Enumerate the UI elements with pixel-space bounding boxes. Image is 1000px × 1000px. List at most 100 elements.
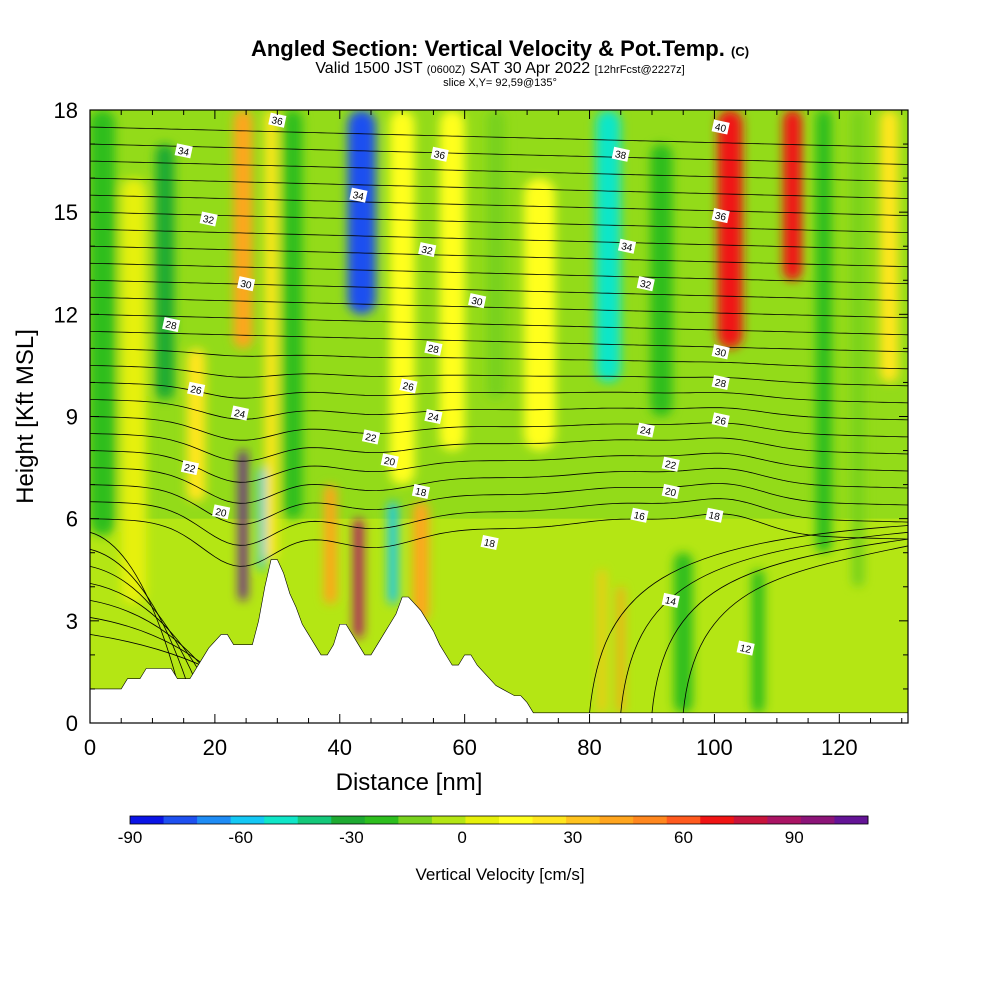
theta-contour-line <box>90 382 908 404</box>
contour-label-box <box>617 238 637 254</box>
x-tick-label: 40 <box>328 735 352 760</box>
contour-label: 36 <box>714 211 728 224</box>
contour-label-box <box>268 112 287 128</box>
contour-label-box <box>630 507 649 523</box>
colorbar-tick-label: -30 <box>339 828 364 847</box>
contour-label-group: 30 <box>468 293 487 309</box>
contour-label-box <box>711 208 730 224</box>
velocity-cell <box>353 518 364 638</box>
velocity-cell <box>598 569 606 713</box>
theta-contour-line <box>90 483 908 525</box>
contour-label: 36 <box>433 149 447 162</box>
contour-label-box <box>230 405 249 421</box>
theta-contour-line <box>90 143 908 165</box>
contour-label: 18 <box>414 486 428 499</box>
contour-label: 28 <box>164 319 178 332</box>
colorbar: -90 -60 -30 0 30 60 90 Vertical Velocity [cm/s] <box>118 815 869 884</box>
contour-label-box <box>199 211 218 227</box>
contour-label-group: 40 <box>711 119 730 135</box>
contour-label-group: 32 <box>418 242 437 258</box>
y-axis-label: Height [Kft MSL] <box>12 329 39 504</box>
contour-label-box <box>212 504 231 520</box>
contour-label-group: 18 <box>411 483 431 500</box>
y-tick-label: 6 <box>66 507 78 532</box>
contour-label: 22 <box>664 459 678 472</box>
contour-label-box <box>162 317 181 333</box>
contour-label-group: 26 <box>399 378 418 394</box>
colorbar-swatch <box>800 816 835 824</box>
theta-contour-line <box>90 194 908 216</box>
velocity-cell <box>264 110 278 560</box>
contour-label-box <box>711 344 730 360</box>
contour-label: 14 <box>664 595 678 608</box>
contour-label-box <box>430 146 449 162</box>
colorbar-tick-label: 60 <box>674 828 693 847</box>
contour-label-box <box>705 507 724 523</box>
y-tick-label: 15 <box>54 200 78 225</box>
x-tick-label: 0 <box>84 735 96 760</box>
contour-label-group: 32 <box>636 276 655 292</box>
contour-label-group: 26 <box>711 412 730 428</box>
contour-label-box <box>424 340 443 356</box>
contour-label-group: 36 <box>430 146 449 162</box>
contour-label-group: 30 <box>711 344 730 360</box>
colorbar-tick-label: 30 <box>563 828 582 847</box>
velocity-cell <box>347 110 376 315</box>
colorbar-swatch <box>532 816 567 824</box>
x-tick-label: 120 <box>821 735 858 760</box>
contour-label-box <box>349 187 368 203</box>
contour-label-group: 18 <box>480 534 499 551</box>
contour-label-box <box>399 378 418 394</box>
contour-label-box <box>636 276 655 292</box>
velocity-cell <box>523 178 556 451</box>
velocity-cell <box>486 110 506 400</box>
contour-label: 24 <box>639 425 653 438</box>
contour-label-group: 12 <box>736 640 755 656</box>
contour-label: 28 <box>427 343 441 356</box>
theta-contour-line <box>90 365 908 387</box>
contour-label-group: 36 <box>268 112 287 128</box>
velocity-cell <box>238 450 248 601</box>
contour-label: 32 <box>202 214 216 227</box>
contour-label: 26 <box>714 415 728 428</box>
contour-label-box <box>661 456 680 472</box>
contour-label: 26 <box>189 384 203 397</box>
contour-label-group: 14 <box>661 592 680 608</box>
contour-label-box <box>711 374 730 390</box>
contour-label-box <box>468 293 487 309</box>
theta-contour-line <box>682 545 908 713</box>
contour-label: 20 <box>214 507 228 520</box>
contour-label-box <box>711 412 730 428</box>
contour-label: 12 <box>739 643 753 656</box>
velocity-cell <box>751 569 765 713</box>
slice-info: slice X,Y= 92,59@135° <box>443 77 557 89</box>
chart-title: Angled Section: Vertical Velocity & Pot.… <box>0 36 1000 62</box>
colorbar-label: Vertical Velocity [cm/s] <box>415 865 584 884</box>
contour-label-group: 18 <box>705 507 724 523</box>
y-tick-label: 18 <box>54 98 78 123</box>
contour-label-box <box>611 146 630 162</box>
velocity-cell <box>673 552 693 713</box>
contour-label: 16 <box>633 510 647 523</box>
theta-contour-line <box>651 538 908 713</box>
contour-label-box <box>636 422 655 438</box>
theta-contours <box>90 126 908 713</box>
velocity-cell <box>283 110 303 519</box>
velocity-cell <box>155 144 175 400</box>
contour-label-box <box>411 483 431 499</box>
velocity-field <box>90 110 908 723</box>
theta-contour-line <box>90 348 908 370</box>
contour-label-group: 38 <box>611 146 630 162</box>
velocity-cell <box>324 484 337 604</box>
contour-label-group: 22 <box>180 460 199 476</box>
theta-contour-line <box>90 433 908 462</box>
colorbar-swatch <box>264 816 299 824</box>
colorbar-swatch <box>767 816 802 824</box>
x-tick-label: 100 <box>696 735 733 760</box>
contour-label-group: 20 <box>380 453 399 469</box>
contour-label-group: 20 <box>212 504 231 520</box>
velocity-cell <box>783 110 802 281</box>
valid-utc: (0600Z) <box>426 64 466 76</box>
contour-label-group: 24 <box>636 422 655 438</box>
